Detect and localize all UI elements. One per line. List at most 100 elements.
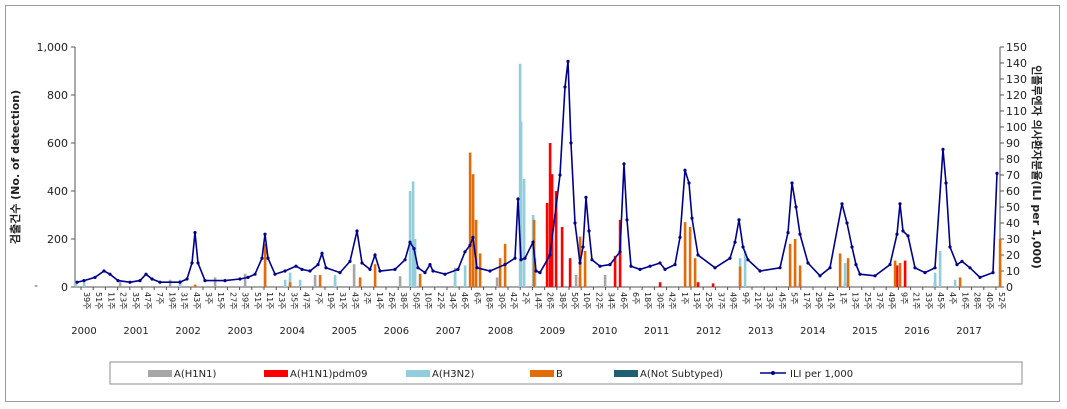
ili-point xyxy=(300,267,304,271)
ili-point xyxy=(320,251,324,255)
bar-a-h1n1 xyxy=(603,275,607,287)
ili-point xyxy=(840,202,844,206)
ili-point xyxy=(901,229,905,233)
x-tick-label: 25주 xyxy=(704,292,713,310)
x-tick-label: 41주 xyxy=(826,292,835,310)
legend-label: ILI per 1,000 xyxy=(790,369,853,380)
ili-point xyxy=(906,234,910,238)
ili-point xyxy=(898,202,902,206)
ili-point xyxy=(93,275,97,279)
left-tick-label: 600 xyxy=(47,137,68,150)
bar-a-h1n1-pdm09 xyxy=(903,260,907,287)
ili-point xyxy=(569,141,573,145)
bar-a-h3n2 xyxy=(522,179,526,287)
right-tick-label: 60 xyxy=(1006,185,1020,198)
bar-a-h3n2 xyxy=(333,275,337,287)
ili-point xyxy=(263,232,267,236)
year-label: 2007 xyxy=(436,326,461,337)
x-tick-label: 14주 xyxy=(533,292,542,310)
ili-point xyxy=(324,266,328,270)
ili-point xyxy=(138,279,142,283)
ili-point xyxy=(741,245,745,249)
x-tick-label: 50주 xyxy=(411,292,420,310)
year-label: 2009 xyxy=(540,326,565,337)
x-tick-label: 45주 xyxy=(936,292,945,310)
ili-point xyxy=(663,267,667,271)
ili-series-line xyxy=(76,61,998,284)
year-label: 2013 xyxy=(748,326,773,337)
bar-a-h1n1-pdm09 xyxy=(548,143,552,287)
ili-point xyxy=(622,162,626,166)
ili-point xyxy=(185,277,189,281)
x-tick-label: 14주 xyxy=(375,292,384,310)
x-tick-label: 19주 xyxy=(167,292,176,310)
ili-point xyxy=(648,264,652,268)
ili-point xyxy=(355,229,359,233)
ili-point xyxy=(378,269,382,273)
bar-b xyxy=(263,243,267,287)
bar-b xyxy=(318,275,322,287)
year-label: 2001 xyxy=(123,326,148,337)
ili-point xyxy=(790,181,794,185)
ili-point xyxy=(598,264,602,268)
x-tick-label: 13주 xyxy=(692,292,701,310)
bar-a-h1n1-pdm09 xyxy=(568,258,572,287)
right-tick-label: 40 xyxy=(1006,217,1020,230)
bar-b xyxy=(471,174,475,287)
bar-a-h1n1 xyxy=(495,277,499,287)
ili-point xyxy=(578,261,582,265)
ili-point xyxy=(658,261,662,265)
ili-point xyxy=(818,274,822,278)
ili-point xyxy=(895,232,899,236)
ili-point xyxy=(203,279,207,283)
ili-point xyxy=(308,269,312,273)
ili-point xyxy=(144,272,148,276)
axes-group xyxy=(71,46,1004,290)
bar-a-h1n1 xyxy=(213,277,217,287)
bar-a-h3n2 xyxy=(453,270,457,287)
ili-point xyxy=(629,264,633,268)
ili-point xyxy=(412,247,416,251)
legend-label: B xyxy=(556,369,563,380)
ili-point xyxy=(854,263,858,267)
x-tick-label: 38주 xyxy=(558,292,567,310)
right-tick-label: 130 xyxy=(1006,73,1027,86)
ili-point xyxy=(955,263,959,267)
bar-b xyxy=(693,258,697,287)
x-tick-label: 17주 xyxy=(802,292,811,310)
ili-point xyxy=(75,280,79,284)
ili-point xyxy=(584,195,588,199)
ili-point xyxy=(408,240,412,244)
x-tick-label: 3주 xyxy=(204,292,213,304)
year-label: 2000 xyxy=(71,326,96,337)
x-tick-label: 9주 xyxy=(899,292,908,304)
ili-point xyxy=(416,266,420,270)
bar-a-h1n1 xyxy=(398,276,402,287)
x-tick-label: 34주 xyxy=(448,292,457,310)
year-label: 2014 xyxy=(800,326,825,337)
ili-point xyxy=(283,269,287,273)
ili-line-group xyxy=(75,59,999,284)
bar-b xyxy=(893,260,897,287)
bar-b xyxy=(688,227,692,287)
left-tick-label: 0 xyxy=(61,281,68,294)
bar-b xyxy=(498,258,502,287)
ili-point xyxy=(178,280,182,284)
ili-point xyxy=(558,173,562,177)
left-tick-label: 200 xyxy=(47,233,68,246)
ili-point xyxy=(687,181,691,185)
x-tick-label: 37주 xyxy=(716,292,725,310)
bar-a-h1n1-pdm09 xyxy=(613,255,617,287)
x-tick-label: 7주 xyxy=(155,292,164,304)
x-tick-label: 15주 xyxy=(216,292,225,310)
right-tick-label: 90 xyxy=(1006,137,1020,150)
bar-a-h3n2 xyxy=(519,121,523,288)
ili-point xyxy=(548,253,552,257)
ili-point xyxy=(488,269,492,273)
x-tick-label: 2주 xyxy=(363,292,372,304)
ili-point xyxy=(683,168,687,172)
bar-b xyxy=(193,284,197,287)
ili-point xyxy=(116,279,120,283)
ili-point xyxy=(733,240,737,244)
ili-point xyxy=(513,256,517,260)
